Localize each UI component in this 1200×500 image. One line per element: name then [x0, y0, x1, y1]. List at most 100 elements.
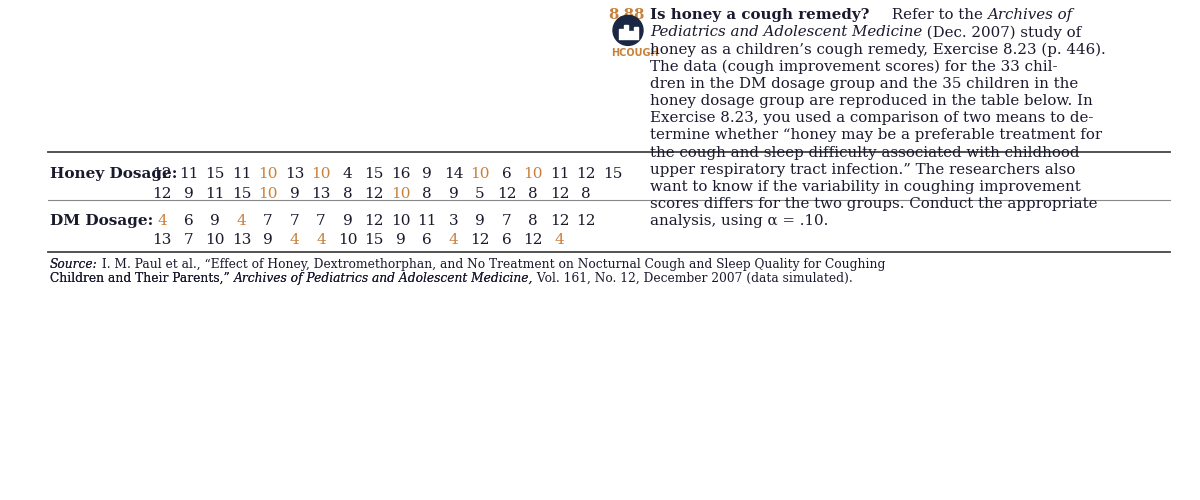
Bar: [634, 28, 638, 38]
Text: 6: 6: [422, 233, 432, 247]
Text: want to know if the variability in coughing improvement: want to know if the variability in cough…: [650, 180, 1081, 194]
Text: Source:: Source:: [50, 258, 97, 271]
Text: 7: 7: [184, 233, 193, 247]
Text: The data (cough improvement scores) for the 33 chil-: The data (cough improvement scores) for …: [650, 60, 1057, 74]
Text: 10: 10: [391, 214, 410, 228]
Text: 15: 15: [602, 167, 622, 181]
Text: 8: 8: [343, 187, 353, 201]
Text: 13: 13: [311, 187, 331, 201]
Text: 9: 9: [263, 233, 272, 247]
Text: 4: 4: [449, 233, 458, 247]
Text: 11: 11: [179, 167, 198, 181]
Text: Exercise 8.23, you used a comparison of two means to de-: Exercise 8.23, you used a comparison of …: [650, 111, 1093, 125]
Text: 14: 14: [444, 167, 463, 181]
Text: I. M. Paul et al., “Effect of Honey, Dextromethorphan, and No Treatment on Noctu: I. M. Paul et al., “Effect of Honey, Dex…: [97, 258, 886, 271]
Text: 4: 4: [316, 233, 326, 247]
Text: 4: 4: [157, 214, 167, 228]
Text: 15: 15: [365, 233, 384, 247]
Text: the cough and sleep difficulty associated with childhood: the cough and sleep difficulty associate…: [650, 146, 1080, 160]
Text: Pediatrics and Adolescent Medicine: Pediatrics and Adolescent Medicine: [650, 25, 923, 39]
Text: 9: 9: [475, 214, 485, 228]
Text: 10: 10: [311, 167, 331, 181]
Text: 15: 15: [365, 167, 384, 181]
Text: HCOUGH: HCOUGH: [611, 48, 659, 58]
Text: 8: 8: [581, 187, 590, 201]
Text: 12: 12: [152, 167, 172, 181]
Text: 12: 12: [550, 187, 569, 201]
Text: Children and Their Parents,”: Children and Their Parents,”: [50, 272, 234, 285]
Text: Archives of: Archives of: [988, 8, 1073, 22]
Text: 11: 11: [418, 214, 437, 228]
Text: Archives of Pediatrics and Adolescent Medicine,: Archives of Pediatrics and Adolescent Me…: [234, 272, 533, 285]
Text: 10: 10: [523, 167, 542, 181]
Text: 15: 15: [205, 167, 224, 181]
Text: 9: 9: [449, 187, 458, 201]
Text: Source:: Source:: [50, 258, 97, 271]
Text: 8: 8: [528, 187, 538, 201]
Text: 7: 7: [263, 214, 272, 228]
Text: 12: 12: [576, 214, 595, 228]
Text: 11: 11: [550, 167, 569, 181]
Text: 4: 4: [236, 214, 246, 228]
Text: 15: 15: [232, 187, 251, 201]
Text: 12: 12: [523, 233, 542, 247]
Text: 13: 13: [152, 233, 172, 247]
Text: 4: 4: [289, 233, 299, 247]
Text: 9: 9: [184, 187, 193, 201]
Text: 11: 11: [232, 167, 251, 181]
Text: 4: 4: [343, 167, 353, 181]
Text: 9: 9: [210, 214, 220, 228]
Text: 12: 12: [550, 214, 569, 228]
Text: 13: 13: [284, 167, 304, 181]
Text: 12: 12: [497, 187, 516, 201]
Text: 9: 9: [422, 167, 432, 181]
Text: upper respiratory tract infection.” The researchers also: upper respiratory tract infection.” The …: [650, 163, 1075, 177]
Text: 8.88: 8.88: [608, 8, 644, 22]
Text: Is honey a cough remedy?: Is honey a cough remedy?: [650, 8, 869, 22]
Text: 5: 5: [475, 187, 485, 201]
Text: 6: 6: [502, 167, 511, 181]
Text: honey dosage group are reproduced in the table below. In: honey dosage group are reproduced in the…: [650, 94, 1093, 108]
Text: 6: 6: [502, 233, 511, 247]
Text: Honey Dosage:: Honey Dosage:: [50, 167, 178, 181]
Bar: [619, 30, 623, 38]
Text: 11: 11: [205, 187, 224, 201]
Bar: [629, 32, 634, 38]
Text: 3: 3: [449, 214, 458, 228]
Text: 12: 12: [365, 187, 384, 201]
Text: 4: 4: [554, 233, 564, 247]
Text: 12: 12: [152, 187, 172, 201]
Text: Refer to the: Refer to the: [887, 8, 988, 22]
Text: DM Dosage:: DM Dosage:: [50, 214, 154, 228]
Text: 10: 10: [337, 233, 358, 247]
Text: Archives of Pediatrics and Adolescent Medicine,: Archives of Pediatrics and Adolescent Me…: [234, 272, 533, 285]
Text: 10: 10: [258, 167, 277, 181]
Text: 12: 12: [365, 214, 384, 228]
Text: 7: 7: [289, 214, 299, 228]
Text: 16: 16: [391, 167, 410, 181]
Text: 13: 13: [232, 233, 251, 247]
Text: 12: 12: [470, 233, 490, 247]
Text: 12: 12: [576, 167, 595, 181]
Text: 10: 10: [391, 187, 410, 201]
Text: Children and Their Parents,”: Children and Their Parents,”: [50, 272, 234, 285]
Text: termine whether “honey may be a preferable treatment for: termine whether “honey may be a preferab…: [650, 128, 1102, 142]
Text: (Dec. 2007) study of: (Dec. 2007) study of: [923, 25, 1081, 40]
Text: 10: 10: [470, 167, 490, 181]
Text: 9: 9: [396, 233, 406, 247]
Text: 10: 10: [205, 233, 224, 247]
Text: analysis, using α = .10.: analysis, using α = .10.: [650, 214, 828, 228]
Text: 6: 6: [184, 214, 193, 228]
Text: honey as a children’s cough remedy, Exercise 8.23 (p. 446).: honey as a children’s cough remedy, Exer…: [650, 42, 1105, 57]
Text: scores differs for the two groups. Conduct the appropriate: scores differs for the two groups. Condu…: [650, 197, 1098, 211]
Text: 7: 7: [316, 214, 326, 228]
Text: dren in the DM dosage group and the 35 children in the: dren in the DM dosage group and the 35 c…: [650, 77, 1079, 91]
Text: 8: 8: [422, 187, 432, 201]
Text: 9: 9: [289, 187, 299, 201]
Bar: [624, 26, 628, 38]
Circle shape: [613, 16, 643, 46]
Text: 9: 9: [343, 214, 353, 228]
Text: 10: 10: [258, 187, 277, 201]
Text: 8: 8: [528, 214, 538, 228]
Text: 7: 7: [502, 214, 511, 228]
